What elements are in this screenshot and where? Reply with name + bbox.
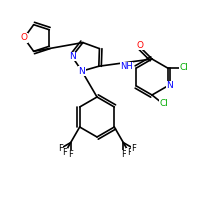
- Text: F: F: [62, 148, 67, 157]
- Text: NH: NH: [120, 62, 133, 71]
- Text: Cl: Cl: [179, 64, 188, 72]
- Text: F: F: [68, 150, 73, 159]
- Text: O: O: [21, 33, 28, 43]
- Text: Cl: Cl: [160, 98, 168, 108]
- Text: F: F: [131, 144, 136, 153]
- Text: F: F: [121, 150, 126, 159]
- Text: N: N: [78, 67, 85, 76]
- Text: F: F: [127, 148, 132, 157]
- Text: F: F: [58, 144, 63, 153]
- Text: N: N: [166, 82, 173, 90]
- Text: N: N: [69, 52, 75, 61]
- Text: O: O: [136, 40, 144, 49]
